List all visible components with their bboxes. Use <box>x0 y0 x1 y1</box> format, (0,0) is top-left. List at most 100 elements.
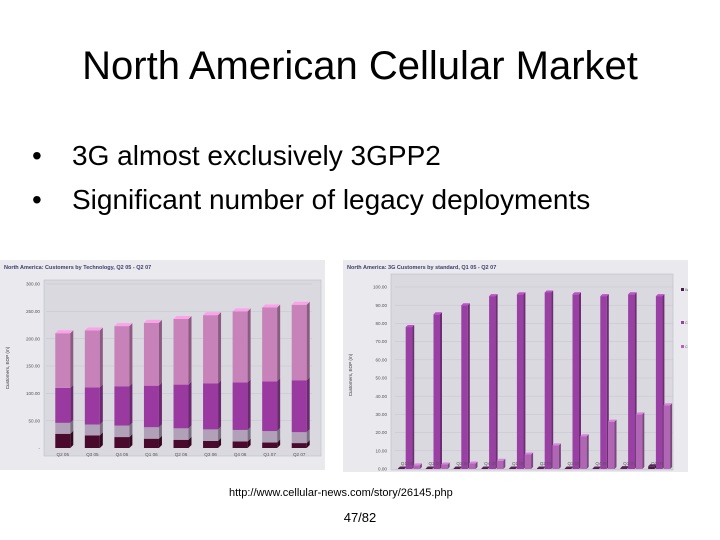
x-tick-label: Q1 06 <box>512 461 525 466</box>
bar-top <box>600 294 609 297</box>
bar-segment <box>173 384 189 429</box>
bar-segment <box>114 437 130 448</box>
bar-side <box>670 403 673 469</box>
bar-segment-side <box>99 432 103 448</box>
bar-segment <box>232 382 248 430</box>
bar-top <box>425 466 435 469</box>
bar-segment <box>203 315 219 384</box>
bar-top <box>413 463 422 466</box>
bar-top <box>655 294 665 297</box>
bar-side <box>419 463 422 469</box>
bar-top <box>516 292 526 295</box>
bar-segment-side <box>218 380 222 430</box>
bar-segment <box>143 427 159 439</box>
bar-top <box>453 466 463 469</box>
bar-top <box>398 466 407 469</box>
bar-segment <box>143 322 159 386</box>
bar-segment-side <box>306 440 310 448</box>
y-tick-label: 100.00 <box>26 391 40 396</box>
y-tick-label: 20.00 <box>376 430 388 435</box>
bar-segment-side <box>277 304 281 382</box>
bar-top <box>635 412 645 415</box>
bar-side <box>412 325 415 469</box>
bar <box>489 296 496 469</box>
x-tick-label: Q1 05 <box>401 461 414 466</box>
3g-customers-by-standard-chart: North America: 3G Customers by standard,… <box>343 260 688 472</box>
bar-segment <box>143 438 159 448</box>
bar <box>655 296 663 469</box>
bar-top <box>496 458 506 461</box>
bar-segment <box>232 311 248 383</box>
y-tick-label: 150.00 <box>26 364 40 369</box>
bar-segment-side <box>158 435 162 448</box>
bar-top <box>663 403 673 406</box>
bar-top <box>592 466 602 469</box>
x-tick-label: Q1 06 <box>145 452 158 457</box>
bar <box>481 468 488 469</box>
bar-segment-side <box>277 439 281 448</box>
bar-segment-side <box>277 428 281 443</box>
bar-segment-side <box>129 383 133 426</box>
bar-segment-side <box>306 377 310 433</box>
legend-swatch <box>681 345 684 348</box>
bar-segment-side <box>247 426 251 442</box>
bar-segment <box>262 307 278 382</box>
bar <box>425 468 433 469</box>
bar <box>453 468 461 469</box>
bar-top <box>232 308 251 312</box>
x-tick-label: Q2 06 <box>175 452 188 457</box>
legend-swatch <box>681 288 684 291</box>
y-axis-label: Customers, EOP (m) <box>348 353 353 396</box>
bar <box>564 468 572 469</box>
y-tick-label: 80.00 <box>376 321 388 326</box>
bar-top <box>143 319 162 323</box>
bar-segment-side <box>247 379 251 430</box>
bar-top <box>262 304 281 308</box>
bar-segment <box>55 387 71 423</box>
bar-segment <box>173 318 189 385</box>
y-tick-label: 200.00 <box>26 336 40 341</box>
bar-segment <box>291 304 307 381</box>
bar-top <box>524 452 534 455</box>
bar-side <box>642 412 645 469</box>
bar-segment-side <box>70 384 74 423</box>
bar-segment-side <box>70 419 74 434</box>
bar-segment <box>84 387 100 425</box>
y-tick-label: 30.00 <box>376 412 388 417</box>
bar <box>592 468 600 469</box>
bar-side <box>440 312 442 469</box>
bar <box>469 463 476 469</box>
chart-title: North America: Customers by Technology, … <box>4 265 151 271</box>
bar <box>580 436 587 469</box>
y-tick-label: 90.00 <box>376 303 388 308</box>
bar-segment-side <box>99 421 103 436</box>
bar-segment-side <box>129 323 133 387</box>
x-tick-label: Q2 05 <box>57 452 70 457</box>
bar-segment-side <box>188 436 192 448</box>
bar <box>496 460 504 469</box>
bar <box>398 468 405 469</box>
bar-segment <box>114 386 130 426</box>
bar-top <box>433 312 442 315</box>
bar-segment-side <box>247 308 251 383</box>
bar-top <box>628 292 637 295</box>
bar-top <box>537 466 546 469</box>
bar <box>413 465 420 469</box>
bar-segment <box>84 435 100 448</box>
bar-top <box>648 464 657 467</box>
y-tick-label: 50.00 <box>376 376 388 381</box>
bar-side <box>558 443 561 469</box>
x-tick-label: Q2 05 <box>429 461 442 466</box>
bar-top <box>469 461 478 464</box>
bar-top <box>173 315 192 319</box>
bar-top <box>203 312 222 316</box>
bar-side <box>614 419 617 469</box>
bar-segment <box>262 431 278 443</box>
bar <box>608 421 615 469</box>
bar-side <box>531 452 534 469</box>
page-number: 47/82 <box>343 510 377 525</box>
y-tick-label: 0.00 <box>378 467 387 472</box>
bar-segment <box>291 432 307 444</box>
x-tick-label: Q3 06 <box>568 461 581 466</box>
bar <box>628 294 635 469</box>
